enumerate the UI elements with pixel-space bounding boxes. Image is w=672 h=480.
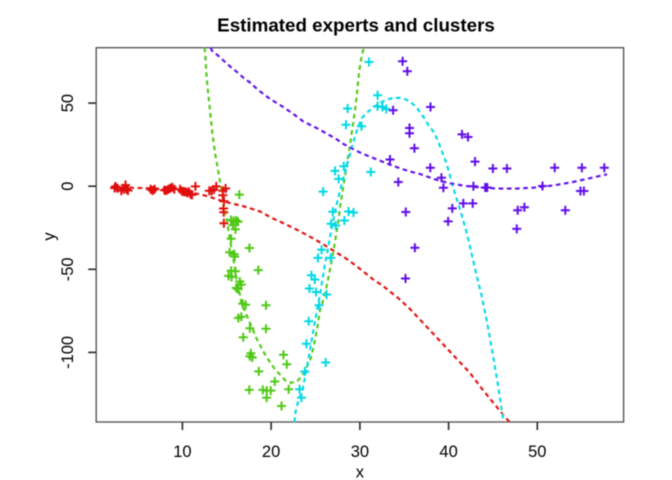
svg-text:-100: -100	[59, 336, 77, 369]
svg-text:50: 50	[528, 443, 546, 461]
svg-text:10: 10	[173, 443, 191, 461]
svg-text:40: 40	[439, 443, 457, 461]
svg-text:Estimated experts and clusters: Estimated experts and clusters	[217, 15, 495, 36]
svg-text:-50: -50	[59, 257, 77, 281]
svg-text:x: x	[356, 464, 365, 480]
svg-text:0: 0	[59, 182, 77, 191]
svg-text:50: 50	[59, 94, 77, 112]
svg-text:30: 30	[351, 443, 369, 461]
svg-text:y: y	[40, 232, 58, 241]
svg-text:20: 20	[262, 443, 280, 461]
